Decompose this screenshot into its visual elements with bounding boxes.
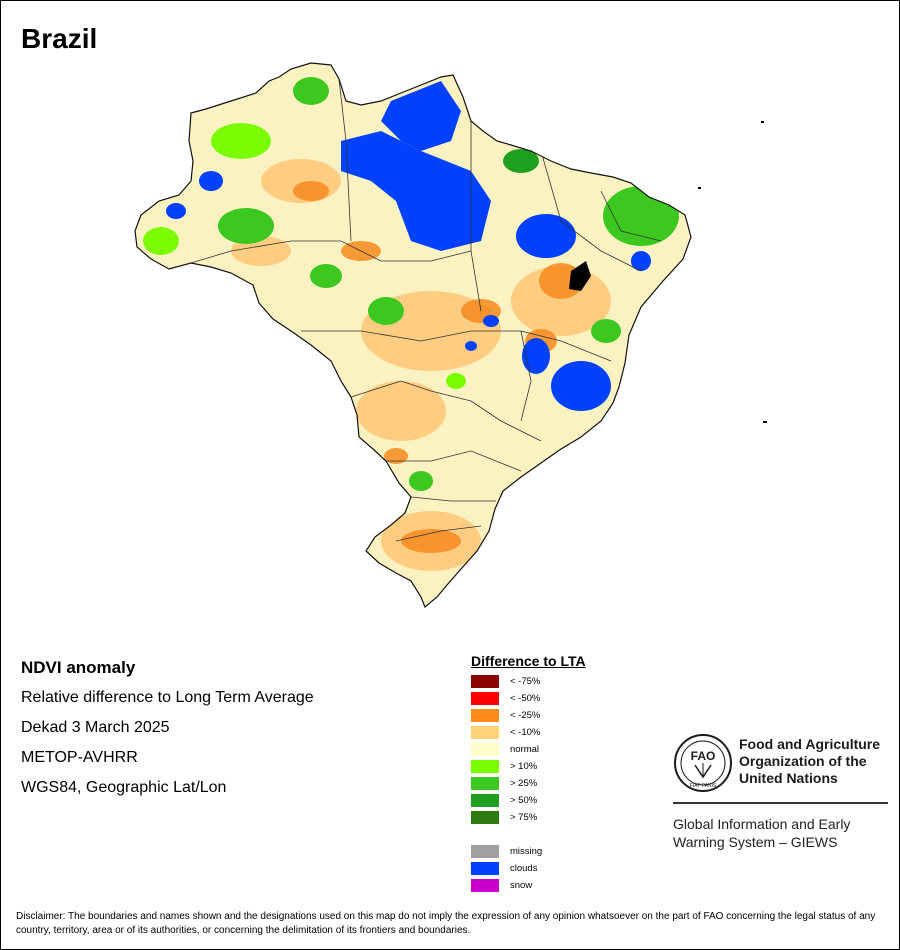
legend-swatch xyxy=(471,811,499,824)
legend-swatch xyxy=(471,743,499,756)
cloud-areas xyxy=(166,81,651,411)
fao-logo-motto: FIAT PANIS xyxy=(690,783,717,789)
legend-swatch xyxy=(471,709,499,722)
legend-label: normal xyxy=(510,744,540,755)
fao-name-line3: United Nations xyxy=(739,770,838,786)
legend-swatch xyxy=(471,845,499,858)
disclaimer: Disclaimer: The boundaries and names sho… xyxy=(16,911,876,936)
missing-data-areas xyxy=(569,261,591,291)
ndvi-anomaly-map xyxy=(134,62,767,608)
fao-divider xyxy=(673,802,888,804)
legend-swatch xyxy=(471,862,499,875)
legend-label: snow xyxy=(510,880,533,891)
fao-name: Food and Agriculture Organization of the… xyxy=(739,736,899,787)
legend-label: < -25% xyxy=(510,710,541,721)
legend-label: < -50% xyxy=(510,693,541,704)
map-info: NDVI anomaly Relative difference to Long… xyxy=(21,657,314,807)
legend-swatch xyxy=(471,760,499,773)
legend-label: > 50% xyxy=(510,795,538,806)
legend-swatch xyxy=(471,692,499,705)
legend-swatch xyxy=(471,879,499,892)
legend-title: Difference to LTA xyxy=(471,653,586,669)
legend-label: > 25% xyxy=(510,778,538,789)
map-title: Brazil xyxy=(21,23,98,54)
product-sensor: METOP-AVHRR xyxy=(21,749,138,766)
fao-logo-text: FAO xyxy=(691,749,716,763)
legend-swatch xyxy=(471,726,499,739)
fao-logo: FAO FIAT PANIS xyxy=(674,734,732,792)
legend-label: < -10% xyxy=(510,727,541,738)
giews-name: Global Information and Early Warning Sys… xyxy=(673,815,888,851)
offshore-islands xyxy=(698,121,767,423)
country-border xyxy=(134,62,692,608)
legend-label: > 75% xyxy=(510,812,538,823)
legend-swatch xyxy=(471,794,499,807)
product-heading: NDVI anomaly xyxy=(21,658,136,677)
product-description: Relative difference to Long Term Average xyxy=(21,689,314,706)
giews-line1: Global Information and Early xyxy=(673,816,851,832)
state-boundaries xyxy=(190,78,662,542)
legend-label: clouds xyxy=(510,863,538,874)
legend-swatch xyxy=(471,675,499,688)
giews-line2: Warning System – GIEWS xyxy=(673,834,838,850)
product-projection: WGS84, Geographic Lat/Lon xyxy=(21,779,227,796)
fao-name-line2: Organization of the xyxy=(739,753,867,769)
product-date: Dekad 3 March 2025 xyxy=(21,719,170,736)
legend-swatch xyxy=(471,777,499,790)
legend-label: missing xyxy=(510,846,543,857)
fao-name-line1: Food and Agriculture xyxy=(739,736,881,752)
legend-label: > 10% xyxy=(510,761,538,772)
legend-label: < -75% xyxy=(510,676,541,687)
legend: Difference to LTA < -75% < -50% < -25% < -1… xyxy=(471,653,586,892)
